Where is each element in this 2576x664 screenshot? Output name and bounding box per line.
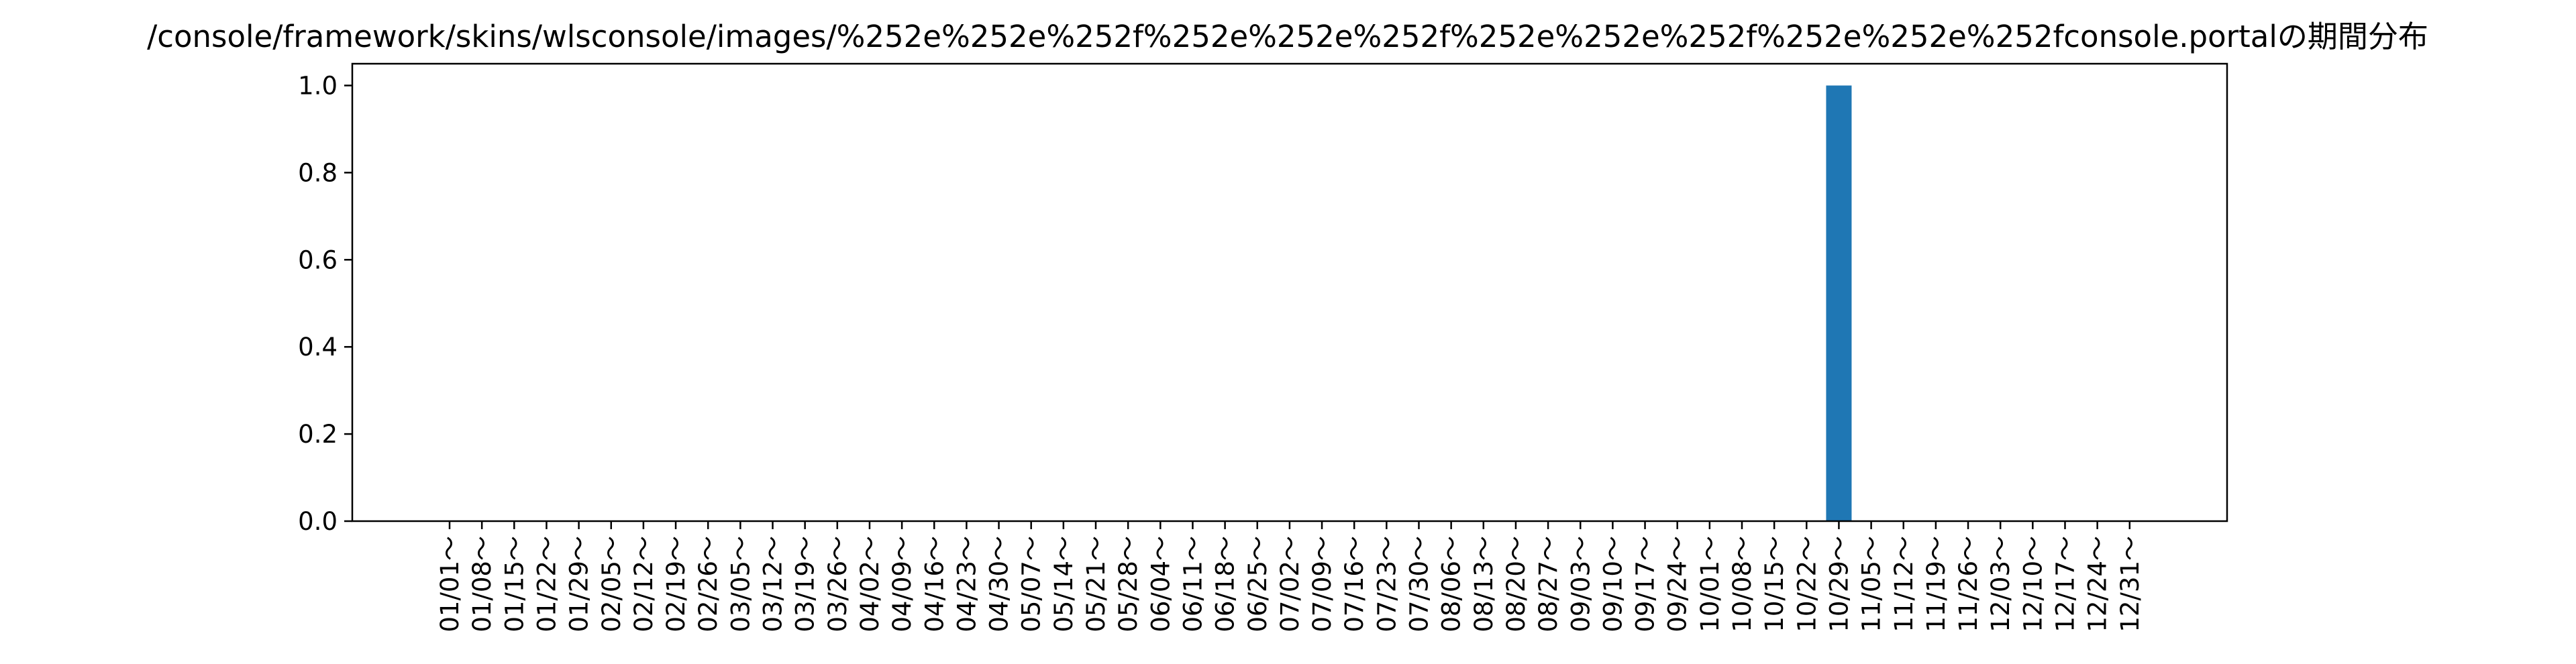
x-tick-label-43: 10/29～ [1824, 536, 1853, 632]
x-tick-label-50: 12/17～ [2051, 536, 2080, 632]
x-tick-label-6: 02/12～ [629, 536, 658, 632]
x-tick-label-17: 04/30～ [985, 536, 1014, 632]
x-tick-label-31: 08/06～ [1437, 536, 1466, 632]
bars-group [1826, 85, 1852, 522]
x-tick-label-15: 04/16～ [920, 536, 949, 632]
x-tick-label-33: 08/20～ [1502, 536, 1531, 632]
x-tick-label-18: 05/07～ [1017, 536, 1046, 632]
y-axis: 0.0 0.2 0.4 0.6 0.8 1.0 [298, 71, 352, 536]
x-tick-label-9: 03/05～ [726, 536, 755, 632]
x-tick-label-24: 06/18～ [1211, 536, 1240, 632]
plot-frame [351, 62, 2228, 522]
x-tick-label-25: 06/25～ [1243, 536, 1272, 632]
x-axis: 01/01～ 01/08～ 01/15～ 01/22～ 01/29～ 02/05～ 02/1… [435, 521, 2145, 632]
x-tick-label-44: 11/05～ [1857, 536, 1886, 632]
x-tick-label-38: 09/24～ [1663, 536, 1692, 632]
y-tick-label-3: 0.6 [298, 245, 338, 274]
x-tick-label-30: 07/30～ [1405, 536, 1434, 632]
x-tick-label-27: 07/09～ [1308, 536, 1337, 632]
x-tick-label-37: 09/17～ [1631, 536, 1660, 632]
x-tick-label-28: 07/16～ [1340, 536, 1369, 632]
x-tick-label-41: 10/15～ [1760, 536, 1789, 632]
x-tick-label-34: 08/27～ [1534, 536, 1563, 632]
x-tick-label-3: 01/22～ [532, 536, 561, 632]
x-tick-label-22: 06/04～ [1146, 536, 1175, 632]
x-tick-label-20: 05/21～ [1082, 536, 1111, 632]
x-tick-label-13: 04/02～ [856, 536, 884, 632]
x-tick-label-45: 11/12～ [1890, 536, 1918, 632]
x-tick-label-29: 07/23～ [1372, 536, 1401, 632]
x-tick-label-39: 10/01～ [1696, 536, 1724, 632]
x-tick-label-48: 12/03～ [1986, 536, 2015, 632]
y-tick-label-0: 0.0 [298, 507, 338, 536]
x-tick-label-35: 09/03～ [1566, 536, 1595, 632]
x-tick-label-19: 05/14～ [1049, 536, 1078, 632]
x-tick-label-32: 08/13～ [1470, 536, 1498, 632]
x-tick-label-49: 12/10～ [2018, 536, 2047, 632]
x-tick-label-10: 03/12～ [759, 536, 788, 632]
x-tick-label-1: 01/08～ [468, 536, 497, 632]
y-tick-label-1: 0.2 [298, 420, 338, 449]
x-tick-label-14: 04/09～ [888, 536, 917, 632]
x-tick-label-47: 11/26～ [1954, 536, 1983, 632]
y-tick-label-5: 1.0 [298, 71, 338, 100]
x-tick-label-42: 10/22～ [1792, 536, 1821, 632]
chart-title: /console/framework/skins/wlsconsole/imag… [147, 19, 2428, 54]
bar-43 [1826, 85, 1852, 522]
x-tick-label-51: 12/24～ [2083, 536, 2112, 632]
x-tick-label-5: 02/05～ [597, 536, 626, 632]
x-tick-label-16: 04/23～ [952, 536, 981, 632]
x-tick-label-8: 02/26～ [694, 536, 723, 632]
x-tick-label-12: 03/26～ [823, 536, 852, 632]
x-tick-label-7: 02/19～ [662, 536, 690, 632]
x-tick-label-23: 06/11～ [1178, 536, 1207, 632]
x-tick-label-11: 03/19～ [791, 536, 820, 632]
x-tick-label-46: 11/19～ [1922, 536, 1951, 632]
x-tick-label-0: 01/01～ [435, 536, 464, 632]
x-tick-label-4: 01/29～ [565, 536, 594, 632]
x-tick-label-40: 10/08～ [1728, 536, 1757, 632]
x-tick-label-2: 01/15～ [500, 536, 529, 632]
x-tick-label-26: 07/02～ [1276, 536, 1304, 632]
x-tick-label-21: 05/28～ [1114, 536, 1143, 632]
x-tick-label-52: 12/31～ [2116, 536, 2145, 632]
x-tick-label-36: 09/10～ [1598, 536, 1627, 632]
y-tick-label-4: 0.8 [298, 158, 338, 187]
y-tick-label-2: 0.4 [298, 333, 338, 362]
